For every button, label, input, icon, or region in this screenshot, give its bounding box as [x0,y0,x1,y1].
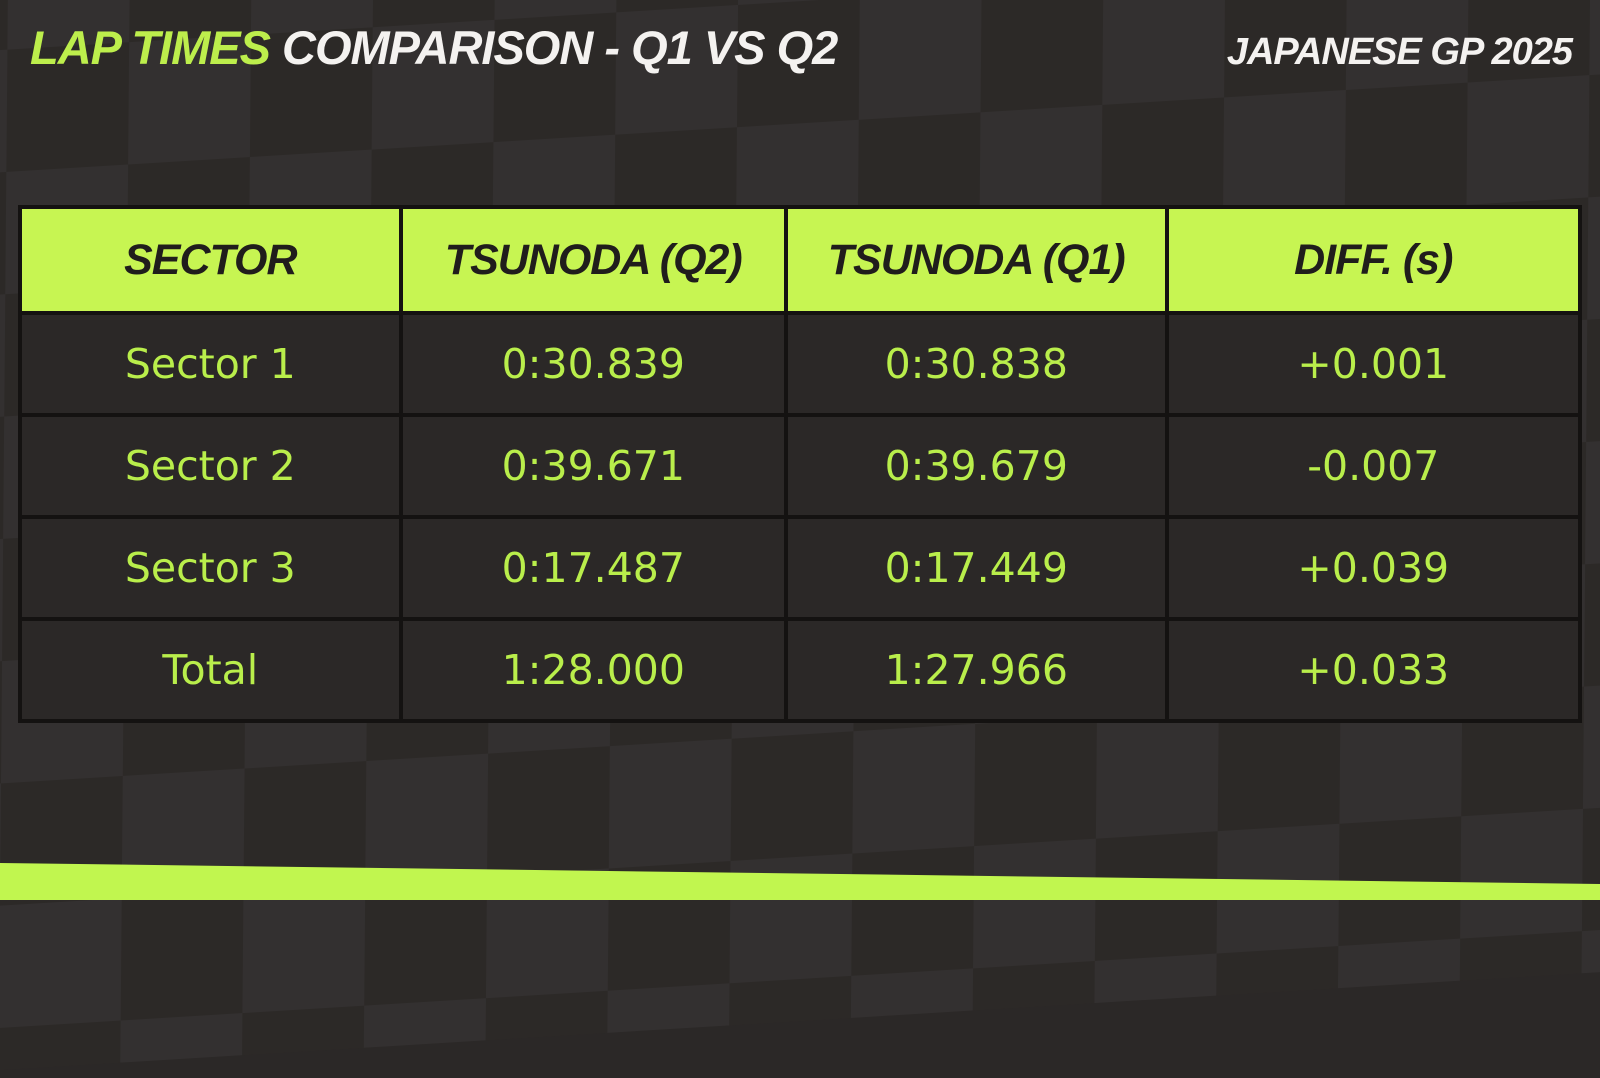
cell-diff: +0.039 [1164,515,1583,621]
table-header-row: SECTOR TSUNODA (Q2) TSUNODA (Q1) DIFF. (… [18,205,1583,315]
cell-sector: Sector 3 [18,515,403,621]
cell-sector: Sector 1 [18,311,403,417]
table-row: Sector 3 0:17.487 0:17.449 +0.039 [18,515,1583,621]
table-row: Sector 2 0:39.671 0:39.679 -0.007 [18,413,1583,519]
cell-q1-time: 0:39.679 [783,413,1169,519]
cell-q1-time: 0:30.838 [783,311,1169,417]
cell-diff: -0.007 [1164,413,1583,519]
page-title-highlight: LAP TIMES [30,21,271,74]
lap-times-table: SECTOR TSUNODA (Q2) TSUNODA (Q1) DIFF. (… [18,205,1583,723]
cell-sector: Total [18,617,403,723]
table-row: Sector 1 0:30.839 0:30.838 +0.001 [18,311,1583,417]
bottom-accent-band [0,863,1600,900]
cell-sector: Sector 2 [18,413,403,519]
cell-diff: +0.001 [1164,311,1583,417]
column-header-tsunoda-q2: TSUNODA (Q2) [398,205,788,315]
table-row-total: Total 1:28.000 1:27.966 +0.033 [18,617,1583,723]
cell-q2-time: 1:28.000 [398,617,788,723]
page-title-rest: COMPARISON - Q1 VS Q2 [269,21,838,74]
header: LAP TIMES COMPARISON - Q1 VS Q2 JAPANESE… [30,20,1573,75]
cell-q1-time: 0:17.449 [783,515,1169,621]
cell-q2-time: 0:30.839 [398,311,788,417]
column-header-tsunoda-q1: TSUNODA (Q1) [783,205,1169,315]
page-title: LAP TIMES COMPARISON - Q1 VS Q2 [30,20,838,75]
event-title: JAPANESE GP 2025 [1226,31,1573,73]
column-header-sector: SECTOR [18,205,403,315]
cell-q1-time: 1:27.966 [783,617,1169,723]
cell-q2-time: 0:17.487 [398,515,788,621]
column-header-diff: DIFF. (s) [1164,205,1583,315]
cell-q2-time: 0:39.671 [398,413,788,519]
cell-diff: +0.033 [1164,617,1583,723]
